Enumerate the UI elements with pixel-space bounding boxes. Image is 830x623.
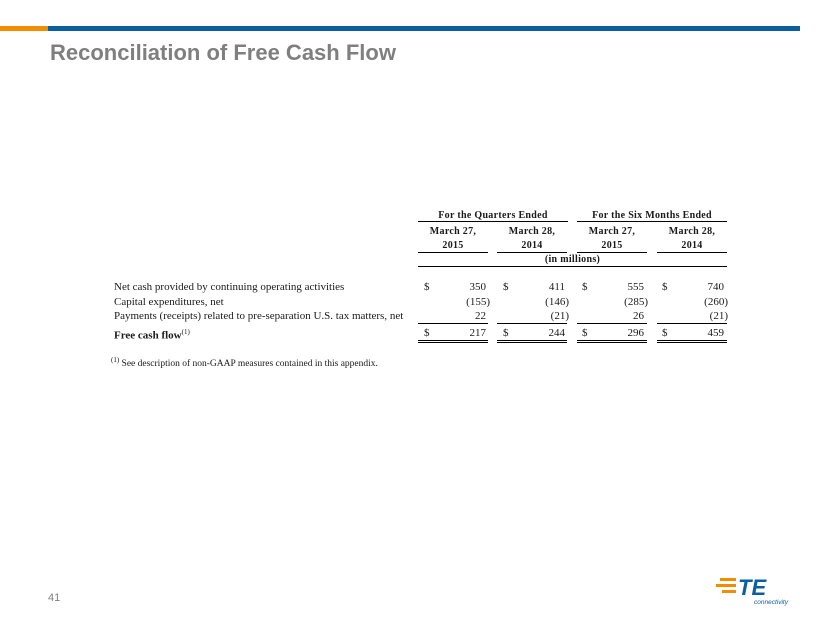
- page-title: Reconciliation of Free Cash Flow: [50, 40, 396, 65]
- subtotal-rule-2: [497, 323, 567, 324]
- total-rule-1a: [418, 340, 488, 341]
- row1-col3-currency: $: [582, 281, 588, 293]
- footnote-marker: (1): [111, 356, 120, 364]
- col-header-3-line2: 2015: [601, 240, 623, 251]
- svg-text:TE: TE: [738, 575, 767, 600]
- row4-col1-value: 217: [469, 327, 487, 339]
- row4-col3-currency: $: [582, 327, 588, 339]
- row1-col1-currency: $: [424, 281, 430, 293]
- row-label-operating: Net cash provided by continuing operatin…: [114, 281, 345, 293]
- row1-col4-currency: $: [662, 281, 668, 293]
- total-rule-3b: [577, 342, 647, 343]
- total-rule-2b: [497, 342, 567, 343]
- col-header-rule-1: [418, 252, 488, 253]
- units-rule: [418, 266, 727, 267]
- col-header-1-line1: March 27,: [429, 226, 477, 237]
- subtotal-rule-1: [418, 323, 488, 324]
- row1-col2-value: 411: [548, 281, 565, 293]
- te-connectivity-logo: TE connectivity: [716, 573, 796, 607]
- row3-col3-value: 26: [633, 310, 644, 322]
- row2-col2-value: (146): [545, 296, 569, 308]
- header-bar: [0, 26, 800, 31]
- col-header-rule-3: [577, 252, 647, 253]
- row1-col3-value: 555: [627, 281, 645, 293]
- row3-col1-value: 22: [475, 310, 486, 322]
- col-header-rule-4: [657, 252, 727, 253]
- subtotal-rule-3: [577, 323, 647, 324]
- te-logo-icon: TE connectivity: [716, 575, 789, 606]
- col-header-1-line2: 2015: [442, 240, 464, 251]
- row-label-free-cash-flow: Free cash flow(1): [114, 326, 190, 343]
- header-bar-main: [48, 26, 800, 31]
- col-header-rule-2: [497, 252, 567, 253]
- row2-col1-value: (155): [466, 296, 490, 308]
- row4-col3-value: 296: [627, 327, 645, 339]
- free-cash-flow-footnote-marker: (1): [181, 328, 190, 336]
- col-header-2-line2: 2014: [521, 240, 543, 251]
- row2-col3-value: (285): [624, 296, 648, 308]
- row-label-capex: Capital expenditures, net: [114, 296, 224, 308]
- group-header-rule-2: [577, 221, 727, 222]
- row-label-tax-matters: Payments (receipts) related to pre-separ…: [114, 310, 404, 322]
- row4-col2-value: 244: [548, 327, 566, 339]
- col-header-4-line1: March 28,: [668, 226, 716, 237]
- total-rule-3a: [577, 340, 647, 341]
- header-bar-accent: [0, 26, 48, 31]
- row1-col1-value: 350: [469, 281, 487, 293]
- total-rule-2a: [497, 340, 567, 341]
- row3-col4-value: (21): [709, 310, 728, 322]
- free-cash-flow-label: Free cash flow: [114, 329, 182, 342]
- col-header-3-line1: March 27,: [588, 226, 636, 237]
- total-rule-4b: [657, 342, 727, 343]
- group-header-six-months: For the Six Months Ended: [592, 210, 712, 221]
- page-number: 41: [48, 592, 61, 604]
- col-header-4-line2: 2014: [681, 240, 703, 251]
- group-header-rule-1: [418, 221, 568, 222]
- row4-col4-currency: $: [662, 327, 668, 339]
- total-rule-1b: [418, 342, 488, 343]
- row4-col4-value: 459: [707, 327, 725, 339]
- row1-col2-currency: $: [503, 281, 509, 293]
- units-label: (in millions): [544, 254, 601, 265]
- col-header-2-line1: March 28,: [508, 226, 556, 237]
- row1-col4-value: 740: [707, 281, 725, 293]
- total-rule-4a: [657, 340, 727, 341]
- row4-col1-currency: $: [424, 327, 430, 339]
- svg-text:connectivity: connectivity: [754, 599, 789, 606]
- row3-col2-value: (21): [550, 310, 569, 322]
- footnote-text: See description of non-GAAP measures con…: [119, 359, 378, 370]
- subtotal-rule-4: [657, 323, 727, 324]
- group-header-quarters: For the Quarters Ended: [438, 210, 548, 221]
- row2-col4-value: (260): [704, 296, 728, 308]
- row4-col2-currency: $: [503, 327, 509, 339]
- footnote: (1) See description of non-GAAP measures…: [111, 356, 378, 369]
